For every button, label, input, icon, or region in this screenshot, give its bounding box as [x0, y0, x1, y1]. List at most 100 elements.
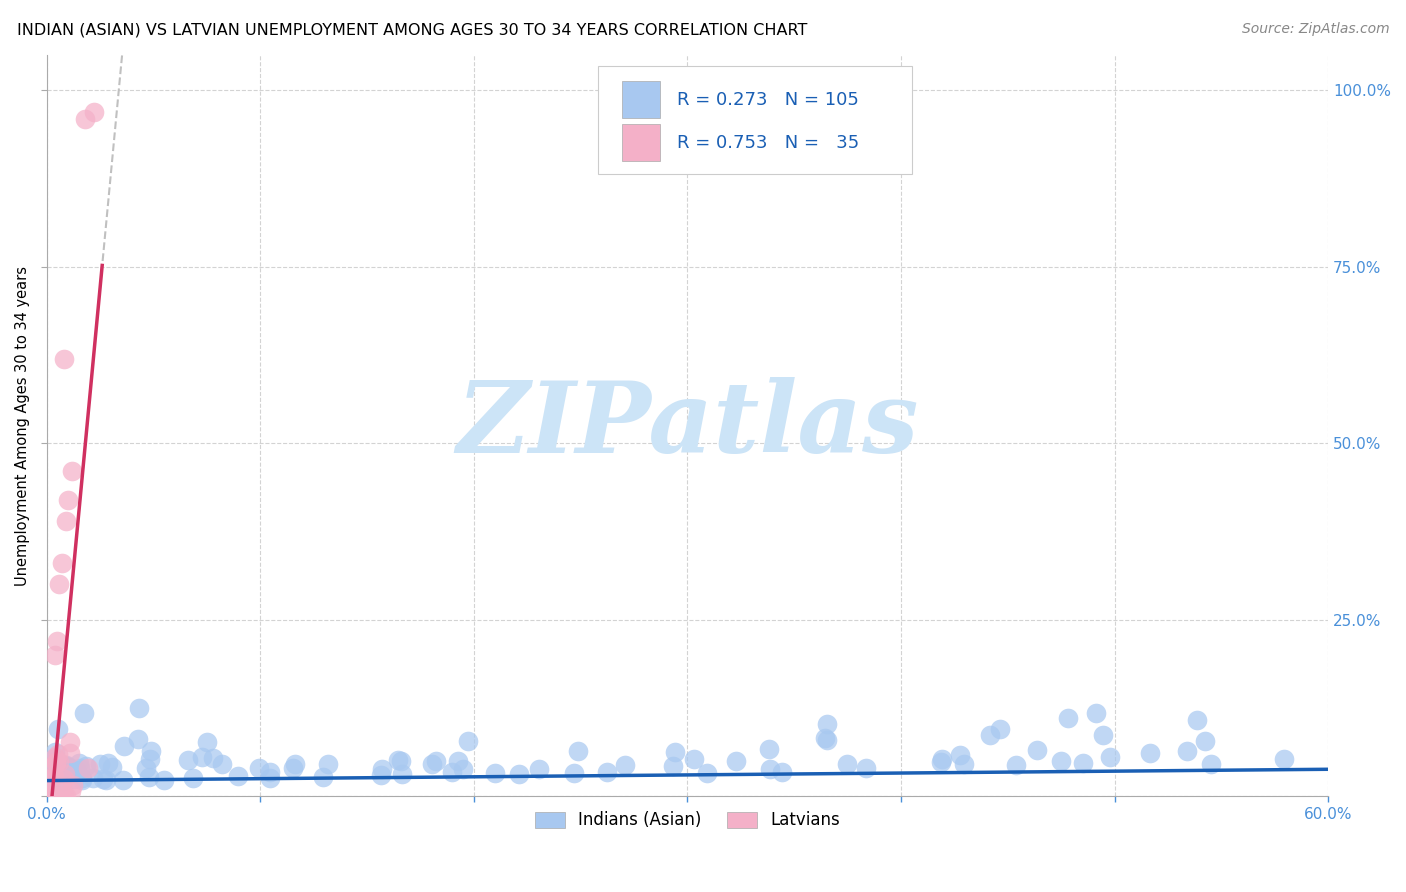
Point [45, 756, 67, 770]
Point [929, 756, 952, 770]
Point [55, 789, 77, 803]
Point [63, 772, 86, 787]
Point [37, 771, 59, 785]
Point [70, 772, 93, 787]
Point [191, 749, 214, 764]
Point [1099, 750, 1122, 764]
Point [37, 789, 59, 803]
Point [44, 769, 66, 783]
FancyBboxPatch shape [598, 66, 911, 174]
Y-axis label: Unemployment Among Ages 30 to 34 years: Unemployment Among Ages 30 to 34 years [15, 266, 30, 586]
Point [1199, 757, 1222, 772]
Point [1005, 757, 1028, 772]
Point [44, 750, 66, 764]
Point [451, 762, 474, 776]
Point [683, 752, 706, 766]
Point [931, 752, 953, 766]
Point [69, 761, 91, 775]
Point [139, 744, 162, 758]
Point [201, 751, 224, 765]
Point [35, 789, 58, 803]
Point [44, 768, 66, 782]
Point [988, 722, 1011, 736]
Point [44, 648, 66, 662]
Point [55, 760, 77, 774]
Point [46, 789, 69, 803]
Point [281, 761, 304, 775]
Point [247, 761, 270, 775]
Point [1175, 744, 1198, 758]
Point [664, 745, 686, 759]
FancyBboxPatch shape [621, 124, 661, 161]
Point [48, 789, 70, 803]
Point [58, 760, 80, 774]
Point [484, 766, 506, 780]
Point [55, 759, 77, 773]
Point [758, 742, 780, 756]
Point [211, 757, 233, 772]
Point [814, 731, 837, 746]
Point [1073, 756, 1095, 771]
Point [59, 783, 82, 797]
Point [1084, 706, 1107, 720]
Point [949, 748, 972, 763]
Point [51, 556, 73, 570]
Point [59, 746, 82, 760]
Point [441, 764, 464, 779]
Point [837, 757, 859, 772]
Point [55, 758, 77, 772]
Text: INDIAN (ASIAN) VS LATVIAN UNEMPLOYMENT AMONG AGES 30 TO 34 YEARS CORRELATION CHA: INDIAN (ASIAN) VS LATVIAN UNEMPLOYMENT A… [17, 22, 807, 37]
Point [596, 765, 619, 780]
FancyBboxPatch shape [621, 81, 661, 118]
Point [567, 744, 589, 758]
Point [53, 772, 76, 787]
Point [41, 765, 63, 780]
Point [39, 772, 62, 786]
Point [391, 766, 413, 780]
Legend: Indians (Asian), Latvians: Indians (Asian), Latvians [529, 805, 846, 836]
Point [370, 768, 392, 782]
Point [48, 756, 70, 770]
Point [101, 760, 124, 774]
Point [52, 773, 75, 788]
Point [96, 756, 118, 770]
Point [135, 761, 157, 775]
Point [73, 706, 96, 721]
Point [53, 767, 76, 781]
Point [696, 765, 718, 780]
Point [1194, 734, 1216, 748]
Point [75, 759, 97, 773]
Point [425, 754, 447, 768]
Point [46, 722, 69, 736]
Point [139, 752, 162, 766]
Point [725, 754, 748, 768]
Point [815, 732, 838, 747]
Point [94, 772, 117, 787]
Point [41, 772, 63, 786]
Point [177, 753, 200, 767]
Point [562, 766, 585, 780]
Point [70, 771, 93, 785]
Point [44, 745, 66, 759]
Point [311, 770, 333, 784]
Point [259, 771, 281, 785]
Text: Source: ZipAtlas.com: Source: ZipAtlas.com [1241, 22, 1389, 37]
Point [46, 747, 69, 761]
Point [387, 754, 409, 768]
Point [1139, 746, 1161, 760]
Point [75, 112, 97, 126]
Point [42, 770, 65, 784]
Point [45, 756, 67, 770]
Point [529, 762, 551, 776]
Point [65, 763, 87, 777]
Point [41, 763, 63, 777]
Point [41, 760, 63, 774]
Point [39, 787, 62, 801]
Point [1026, 742, 1049, 756]
Point [661, 758, 683, 772]
Point [457, 733, 479, 747]
Point [112, 772, 135, 787]
Point [508, 766, 530, 780]
Point [195, 735, 218, 749]
Point [89, 756, 111, 771]
